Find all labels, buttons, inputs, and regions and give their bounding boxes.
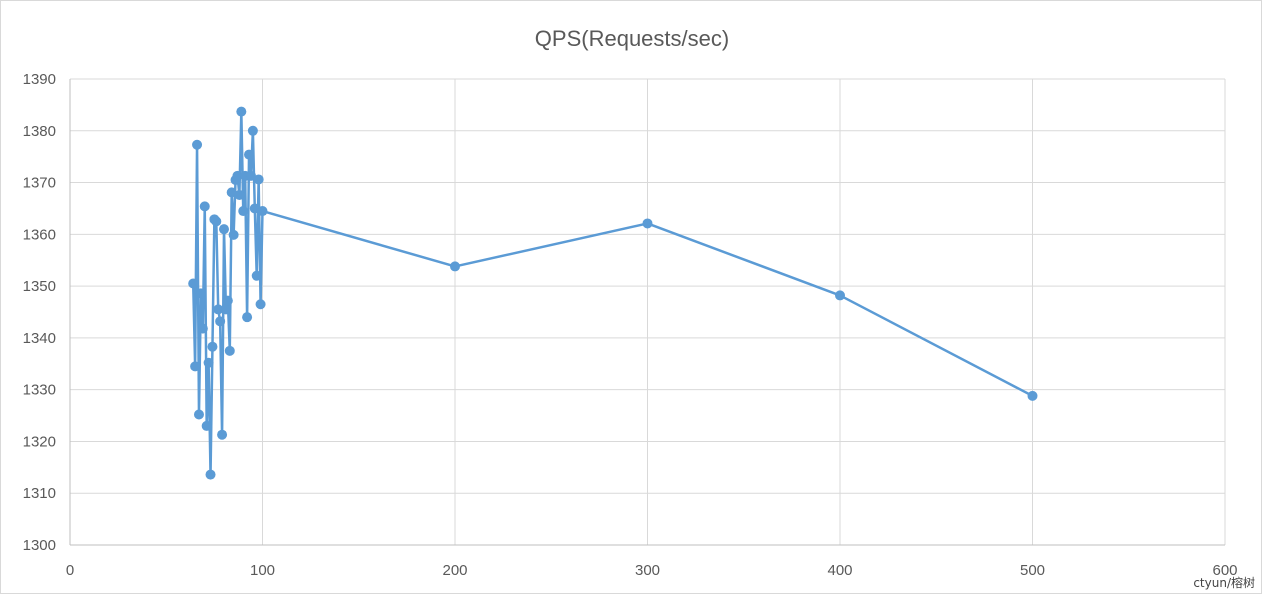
- data-point: [220, 304, 231, 315]
- data-point: [234, 189, 245, 200]
- y-tick-label: 1350: [23, 278, 56, 295]
- data-point: [1027, 390, 1038, 401]
- series-qps: [188, 106, 1038, 480]
- data-point: [244, 149, 255, 160]
- y-tick-label: 1300: [23, 537, 56, 554]
- data-point: [199, 201, 210, 212]
- y-tick-label: 1330: [23, 382, 56, 399]
- data-point: [207, 341, 218, 352]
- data-point: [203, 357, 214, 368]
- data-point: [193, 409, 204, 420]
- data-point: [192, 139, 203, 150]
- y-tick-label: 1390: [23, 71, 56, 88]
- data-point: [238, 206, 249, 217]
- data-point: [255, 299, 266, 310]
- data-point: [222, 295, 233, 306]
- y-tick-label: 1320: [23, 433, 56, 450]
- y-tick-label: 1370: [23, 175, 56, 192]
- data-point: [245, 170, 256, 181]
- data-point: [232, 170, 243, 181]
- data-point: [249, 203, 260, 214]
- series-line: [191, 110, 1034, 476]
- data-point: [190, 361, 201, 372]
- data-point: [224, 345, 235, 356]
- data-point: [251, 270, 262, 281]
- data-point: [219, 224, 229, 235]
- data-point: [226, 187, 237, 198]
- y-tick-label: 1360: [23, 226, 56, 243]
- data-point: [450, 261, 460, 272]
- data-point: [201, 420, 212, 431]
- axes: [69, 79, 1225, 546]
- data-point: [236, 106, 247, 117]
- data-point: [228, 229, 239, 240]
- y-tick-label: 1380: [23, 123, 56, 140]
- data-point: [211, 216, 222, 227]
- data-point: [253, 174, 264, 185]
- data-point: [195, 288, 206, 299]
- watermark: ctyun/榕树: [1193, 576, 1255, 590]
- data-point: [213, 304, 224, 315]
- data-point: [257, 206, 268, 217]
- x-tick-label: 600: [1212, 562, 1237, 579]
- tick-labels: 1300 1310 1320 1330 1340 1350 1360 1370 1380 1390…: [23, 71, 1238, 579]
- data-point: [642, 218, 653, 229]
- data-point: [188, 278, 199, 289]
- chart-title: QPS(Requests/sec): [535, 26, 729, 51]
- x-tick-label: 200: [442, 562, 467, 579]
- y-tick-label: 1310: [23, 485, 56, 502]
- data-point: [247, 125, 258, 136]
- x-tick-label: 300: [635, 562, 660, 579]
- x-tick-label: 500: [1020, 562, 1045, 579]
- data-point: [242, 312, 253, 323]
- data-point: [197, 323, 208, 334]
- data-point: [215, 316, 226, 327]
- x-tick-label: 0: [66, 562, 74, 579]
- x-tick-label: 100: [250, 562, 275, 579]
- data-point: [835, 290, 845, 301]
- x-tick-label: 400: [827, 562, 852, 579]
- data-point: [217, 429, 228, 440]
- y-tick-label: 1340: [23, 330, 56, 347]
- data-point: [205, 469, 216, 480]
